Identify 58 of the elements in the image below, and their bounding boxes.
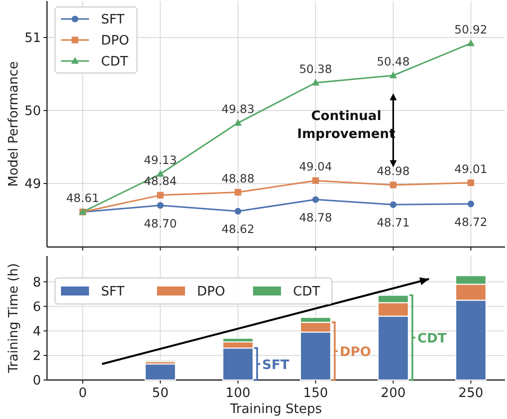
y-tick-label: 0	[32, 374, 41, 388]
x-tick-label: 0	[78, 386, 87, 401]
legend-label: DPO	[101, 34, 130, 48]
data-label: 49.83	[221, 102, 254, 116]
data-label: 48.70	[144, 216, 177, 230]
x-tick-label: 250	[458, 386, 484, 401]
x-tick-label: 100	[226, 386, 250, 401]
point	[390, 201, 397, 208]
annotation: SFT	[262, 358, 290, 374]
point	[234, 118, 242, 126]
point	[468, 200, 474, 208]
x-tick-label: 200	[380, 386, 406, 401]
y-tick-label: 50	[24, 104, 41, 119]
legend-label: CDT	[293, 284, 320, 300]
data-label: 50.48	[376, 54, 410, 68]
bar	[144, 364, 176, 380]
legend-label: CDT	[101, 54, 128, 70]
point	[312, 196, 319, 203]
point	[312, 177, 319, 184]
point	[156, 170, 164, 177]
x-tick-label: 150	[303, 386, 328, 401]
point	[467, 39, 475, 46]
legend-label: SFT	[101, 284, 124, 300]
data-label: 49.01	[454, 162, 488, 176]
y-axis-title: Model Performance	[6, 61, 22, 187]
x-axis-title: Training Steps	[229, 402, 322, 417]
legend-label: DPO	[197, 284, 226, 300]
annotation: DPO	[340, 345, 372, 360]
data-label: 48.62	[221, 222, 254, 236]
point	[234, 188, 242, 196]
point	[157, 202, 164, 209]
y-axis-title: Training Time (h)	[6, 263, 22, 374]
y-tick-label: 2	[32, 348, 41, 364]
point	[234, 208, 242, 215]
point	[389, 71, 398, 78]
x-tick-label: 50	[152, 386, 169, 401]
data-label: 48.98	[376, 164, 410, 178]
y-tick-label: 49	[24, 176, 41, 192]
data-label: 48.61	[66, 190, 100, 205]
data-label: 48.84	[144, 174, 177, 188]
y-tick-label: 51	[24, 31, 41, 46]
point	[390, 182, 397, 188]
y-tick-label: 8	[32, 275, 41, 290]
data-label: 49.13	[144, 153, 177, 168]
data-label: 50.38	[299, 62, 332, 76]
point	[157, 192, 164, 198]
y-tick-label: 4	[32, 324, 41, 340]
annotation: CDT	[417, 332, 447, 347]
data-label: 50.92	[454, 22, 488, 36]
legend-label: SFT	[101, 12, 124, 28]
data-label: 48.71	[376, 216, 410, 230]
y-tick-label: 6	[32, 300, 41, 315]
data-label: 48.78	[299, 210, 332, 225]
data-label: 49.04	[299, 160, 332, 174]
data-label: 48.72	[454, 214, 488, 229]
point	[312, 78, 320, 86]
data-label: 48.88	[221, 171, 254, 186]
point	[468, 179, 474, 186]
